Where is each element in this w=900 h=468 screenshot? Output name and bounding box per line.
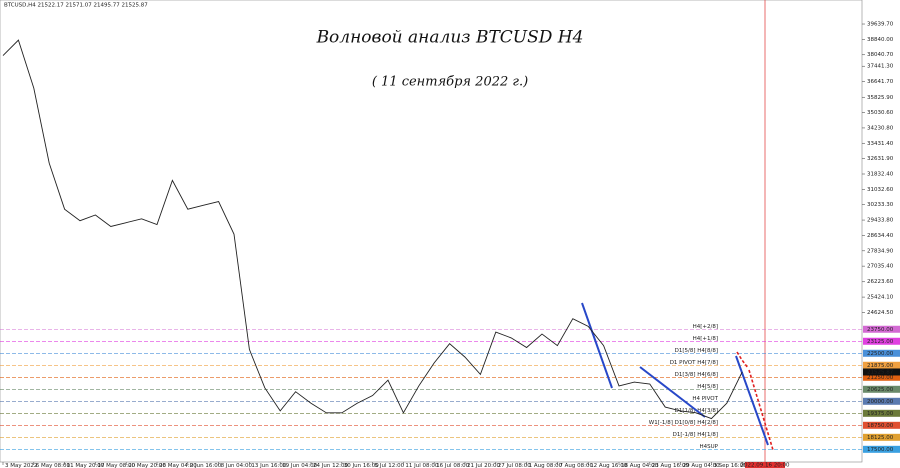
chart-title: Волновой анализ BTCUSD H4 — [316, 28, 584, 48]
forecast-arrow — [748, 369, 774, 451]
wave-line — [581, 302, 613, 389]
forecast-arrows — [736, 351, 774, 451]
x-tick-label: 20 May 20:00 — [128, 463, 166, 468]
x-tick-label: 7 Aug 08:00 — [559, 463, 593, 468]
level-price-box — [863, 337, 900, 345]
plot-area — [0, 0, 863, 463]
y-tick-label: 27035.40 — [867, 264, 894, 270]
x-tick-label: 13 Jun 16:00 — [251, 463, 286, 468]
level-price-label: 19375.00 — [867, 411, 894, 417]
level-price-box — [863, 397, 900, 405]
y-tick-label: 24624.50 — [867, 310, 894, 316]
y-tick-label: 31832.40 — [867, 171, 894, 177]
level-price-box — [863, 325, 900, 333]
level-price-label: 18750.00 — [867, 423, 894, 429]
level-label: D1 PIVOT H4[7/8] — [670, 360, 718, 366]
y-tick-label: 34230.80 — [867, 125, 894, 131]
current-price-box — [863, 368, 900, 376]
x-tick-label: 16 Jul 08:00 — [436, 463, 469, 468]
y-tick-label: 39639.70 — [867, 22, 894, 28]
header-info: BTCUSD,H4 21522.17 21571.07 21495.77 215… — [4, 3, 148, 9]
level-price-box — [863, 385, 900, 393]
y-tick-label: 27834.90 — [867, 248, 894, 254]
x-tick-label: 21 Jul 20:00 — [467, 463, 500, 468]
level-label: D1[5/8] H4[8/8] — [675, 348, 718, 354]
x-tick-label: 27 Jul 08:00 — [498, 463, 531, 468]
x-tick-label: 26 May 04:00 — [159, 463, 197, 468]
y-tick-label: 35825.90 — [867, 95, 894, 101]
level-price-box — [863, 373, 900, 381]
x-tick-label: 8 Jun 04:00 — [221, 463, 253, 468]
level-price-label: 20000.00 — [867, 399, 894, 405]
y-tick-label: 25424.10 — [867, 295, 894, 301]
level-price-label: 20625.00 — [867, 387, 894, 393]
x-tick-label: 24 Jun 12:00 — [313, 463, 348, 468]
price-line — [2, 39, 743, 420]
level-label: D1[3/8] H4[6/8] — [675, 372, 718, 378]
y-tick-label: 29433.80 — [867, 218, 894, 224]
level-price-label: 21875.00 — [867, 363, 894, 369]
x-tick-label: 18 Aug 04:00 — [621, 463, 659, 468]
y-tick-label: 38840.00 — [867, 37, 894, 43]
x-tick-label: 11 May 20:00 — [67, 463, 105, 468]
x-tick-label: 6 May 08:00 — [36, 463, 71, 468]
level-label: W1[-1/8] D1[0/8] H4[2/8] — [649, 420, 718, 426]
level-price-label: 17500.00 — [867, 447, 894, 453]
x-tick-label: 11 Jul 08:00 — [405, 463, 438, 468]
y-tick-label: 30233.30 — [867, 202, 894, 208]
y-tick-label: 28634.40 — [867, 233, 894, 239]
level-price-label: 23125.00 — [867, 339, 894, 345]
y-tick-label: 37441.30 — [867, 64, 894, 70]
level-label: H4 PIVOT — [692, 396, 718, 402]
level-price-label: 22500.00 — [867, 351, 894, 357]
x-tick-label: 29 Aug 04:00 — [683, 463, 721, 468]
level-price-box — [863, 349, 900, 357]
x-tick-label: 3 May 2022 — [5, 463, 37, 468]
wave-line — [735, 355, 769, 446]
y-tick-label: 32631.90 — [867, 156, 894, 162]
y-tick-label: 35030.60 — [867, 110, 894, 116]
x-tick-label: 17 May 08:00 — [97, 463, 135, 468]
x-tick-label: 2 Jun 16:00 — [190, 463, 222, 468]
level-label: H4SUP — [700, 444, 719, 450]
y-tick-label: 26223.60 — [867, 279, 894, 285]
level-price-label: 23750.00 — [867, 327, 894, 333]
x-tick-label: 3 Sep 16:00 — [713, 463, 747, 468]
x-tick-label: 23 Aug 16:00 — [652, 463, 690, 468]
level-label: H4[+2/8] — [693, 324, 718, 330]
x-tick-label: 30 Jun 16:00 — [344, 463, 379, 468]
level-price-box — [863, 433, 900, 441]
y-tick-label: 31032.60 — [867, 187, 894, 193]
y-tick-label: 33431.40 — [867, 141, 894, 147]
y-tick-label: 38040.70 — [867, 52, 894, 58]
time-marker-box — [745, 462, 785, 468]
time-marker-label: 2022.09.16 20:00 — [740, 463, 790, 468]
level-label: D1[-1/8] H4[1/8] — [673, 432, 718, 438]
level-price-box — [863, 445, 900, 453]
forecast-arrow — [736, 351, 749, 369]
current-price-label: 21525.87 — [867, 369, 894, 375]
level-price-label: 21250.00 — [867, 375, 894, 381]
level-label: H4[5/8] — [697, 384, 718, 390]
y-tick-label: 36641.70 — [867, 79, 894, 85]
x-tick-label: 19 Jun 04:00 — [282, 463, 317, 468]
wave-lines — [581, 302, 769, 446]
level-price-label: 18125.00 — [867, 435, 894, 441]
level-price-box — [863, 361, 900, 369]
level-label: H4[+1/8] — [693, 336, 718, 342]
x-tick-label: 1 Aug 08:00 — [529, 463, 563, 468]
level-price-box — [863, 421, 900, 429]
wave-line — [639, 366, 706, 418]
chart-subtitle: ( 11 сентября 2022 г.) — [372, 75, 528, 90]
levels: H4[+2/8] 23750.00 H4[+1/8] 23125.00 D1[5/8] … — [0, 324, 900, 453]
level-price-box — [863, 409, 900, 417]
x-tick-label: 5 Jul 12:00 — [375, 463, 405, 468]
x-tick-label: 12 Aug 16:00 — [590, 463, 628, 468]
